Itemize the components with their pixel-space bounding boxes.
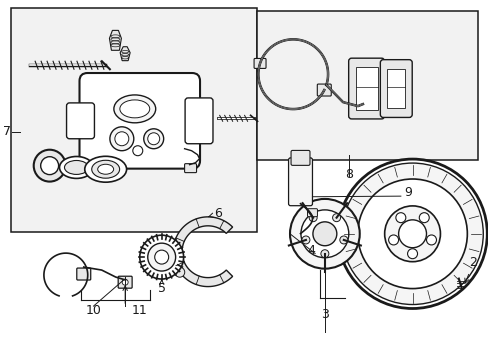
FancyBboxPatch shape xyxy=(66,103,94,139)
Bar xyxy=(256,12,477,160)
Ellipse shape xyxy=(114,95,155,123)
Circle shape xyxy=(41,157,59,175)
Circle shape xyxy=(357,179,467,289)
Text: 3: 3 xyxy=(320,308,328,321)
Bar xyxy=(386,69,405,108)
Bar xyxy=(355,67,377,110)
Circle shape xyxy=(115,132,128,146)
Circle shape xyxy=(384,206,440,262)
FancyBboxPatch shape xyxy=(317,84,330,96)
Circle shape xyxy=(395,213,405,222)
Circle shape xyxy=(289,199,359,269)
FancyBboxPatch shape xyxy=(290,150,309,165)
Ellipse shape xyxy=(120,100,149,118)
FancyBboxPatch shape xyxy=(185,98,213,144)
FancyBboxPatch shape xyxy=(118,276,132,288)
Circle shape xyxy=(426,235,436,245)
Bar xyxy=(11,8,256,232)
Text: 11: 11 xyxy=(132,304,147,317)
Text: 2: 2 xyxy=(464,256,476,283)
Circle shape xyxy=(341,163,482,305)
FancyBboxPatch shape xyxy=(254,58,265,68)
FancyBboxPatch shape xyxy=(356,99,368,109)
Circle shape xyxy=(143,129,163,149)
Circle shape xyxy=(174,267,184,277)
FancyBboxPatch shape xyxy=(307,209,317,217)
Text: 8: 8 xyxy=(345,168,352,181)
FancyBboxPatch shape xyxy=(80,73,200,168)
Circle shape xyxy=(320,250,328,258)
Circle shape xyxy=(147,133,160,145)
Polygon shape xyxy=(109,30,121,50)
Circle shape xyxy=(388,235,398,245)
Circle shape xyxy=(407,249,417,259)
Circle shape xyxy=(147,243,175,271)
Circle shape xyxy=(337,159,486,309)
Ellipse shape xyxy=(98,164,113,174)
FancyBboxPatch shape xyxy=(348,58,384,119)
Circle shape xyxy=(300,210,348,258)
Text: 6: 6 xyxy=(208,207,222,220)
Circle shape xyxy=(308,214,317,222)
FancyBboxPatch shape xyxy=(77,268,91,280)
Ellipse shape xyxy=(84,156,126,182)
FancyBboxPatch shape xyxy=(380,60,411,117)
Circle shape xyxy=(133,146,142,156)
Ellipse shape xyxy=(60,157,93,179)
Circle shape xyxy=(140,235,183,279)
Circle shape xyxy=(418,213,428,222)
Circle shape xyxy=(154,250,168,264)
Polygon shape xyxy=(173,217,232,287)
Circle shape xyxy=(398,220,426,248)
Ellipse shape xyxy=(64,161,88,175)
FancyBboxPatch shape xyxy=(288,158,312,206)
Polygon shape xyxy=(120,47,130,61)
Circle shape xyxy=(110,127,134,151)
Circle shape xyxy=(332,214,340,222)
FancyBboxPatch shape xyxy=(184,164,196,173)
Text: 10: 10 xyxy=(85,304,101,317)
Circle shape xyxy=(122,279,128,285)
Text: 7: 7 xyxy=(3,125,11,138)
Text: 9: 9 xyxy=(404,186,411,199)
Circle shape xyxy=(301,236,309,244)
Text: 1: 1 xyxy=(0,359,1,360)
Circle shape xyxy=(34,150,65,181)
Circle shape xyxy=(339,236,347,244)
Ellipse shape xyxy=(92,160,120,178)
Text: 4: 4 xyxy=(307,243,315,257)
Circle shape xyxy=(312,222,336,246)
Text: 5: 5 xyxy=(157,280,165,296)
